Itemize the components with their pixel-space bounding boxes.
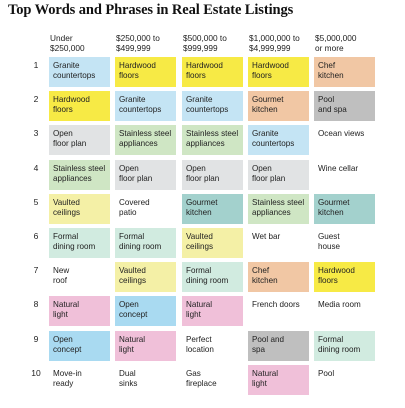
rank-label: 5 [33,196,39,207]
phrase-cell: Guest house [318,232,341,251]
phrase-cell: Stainless steel appliances [49,159,110,190]
phrase-cell: Natural light [182,296,243,327]
phrase-cell: Open concept [49,330,110,361]
phrase-cell: Open floor plan [248,159,309,190]
phrase-cell: Wet bar [252,232,281,241]
phrase-cell: Hardwood floors [182,57,243,87]
phrase-cell: New roof [53,266,70,286]
phrase-cell: Gourmet kitchen [314,193,375,224]
phrase-cell: Chef kitchen [248,262,309,293]
phrase-cell: Ocean views [318,129,365,139]
phrase-cell: Open floor plan [49,125,110,156]
rank-label: 10 [31,367,41,378]
phrase-cell: Chef kitchen [314,57,375,87]
rank-label: 9 [33,333,39,344]
phrase-cell: Hardwood floors [49,91,110,122]
phrase-cell: Natural light [49,296,110,327]
phrase-cell: Open floor plan [182,159,243,190]
phrase-cell: Formal dining room [182,262,243,293]
phrase-cell: Vaulted ceilings [182,228,243,258]
chart-title: Top Words and Phrases in Real Estate Lis… [8,2,294,18]
phrase-cell: Wine cellar [318,163,359,173]
phrase-cell: Covered patio [119,197,150,217]
phrase-cell: Stainless steel appliances [115,125,176,156]
phrase-cell: Hardwood floors [314,262,375,293]
phrase-cell: Vaulted ceilings [115,262,176,293]
phrase-cell: Vaulted ceilings [49,193,110,224]
phrase-cell: Pool [318,368,335,378]
column-header: $500,000 to $999,999 [183,33,227,53]
column-header: $5,000,000 or more [315,33,357,53]
phrase-cell: Perfect location [186,334,214,354]
phrase-cell: Hardwood floors [248,57,309,87]
rank-label: 7 [33,265,39,276]
rank-label: 3 [33,128,39,139]
phrase-cell: Stainless steel appliances [182,125,243,156]
phrase-cell: Formal dining room [115,228,176,258]
phrase-cell: Natural light [115,330,176,361]
phrase-cell: Granite countertops [49,57,110,87]
phrase-cell: Pool and spa [314,91,375,122]
phrase-cell: Move-in ready [53,368,82,388]
rank-label: 2 [33,94,39,105]
rank-label: 1 [33,60,39,70]
phrase-cell: Granite countertops [248,125,309,156]
phrase-cell: Gas fireplace [186,368,217,388]
rank-label: 6 [33,231,39,241]
phrase-cell: Natural light [248,364,309,395]
phrase-cell: Hardwood floors [115,57,176,87]
phrase-cell: Dual sinks [119,368,138,388]
phrase-cell: Pool and spa [248,330,309,361]
phrase-cell: Open concept [115,296,176,327]
column-header: $1,000,000 to $4,999,999 [249,33,300,53]
rank-label: 8 [33,299,39,310]
column-header: Under $250,000 [50,33,85,53]
phrase-cell: Formal dining room [314,330,375,361]
phrase-cell: Gourmet kitchen [182,193,243,224]
phrase-cell: Open floor plan [115,159,176,190]
phrase-cell: Gourmet kitchen [248,91,309,122]
phrase-cell: Media room [318,300,361,310]
phrase-cell: Formal dining room [49,228,110,258]
phrase-cell: Granite countertops [182,91,243,122]
column-header: $250,000 to $499,999 [116,33,160,53]
phrase-cell: Granite countertops [115,91,176,122]
rank-label: 4 [33,162,39,173]
phrase-cell: Stainless steel appliances [248,193,309,224]
phrase-cell: French doors [252,300,300,310]
